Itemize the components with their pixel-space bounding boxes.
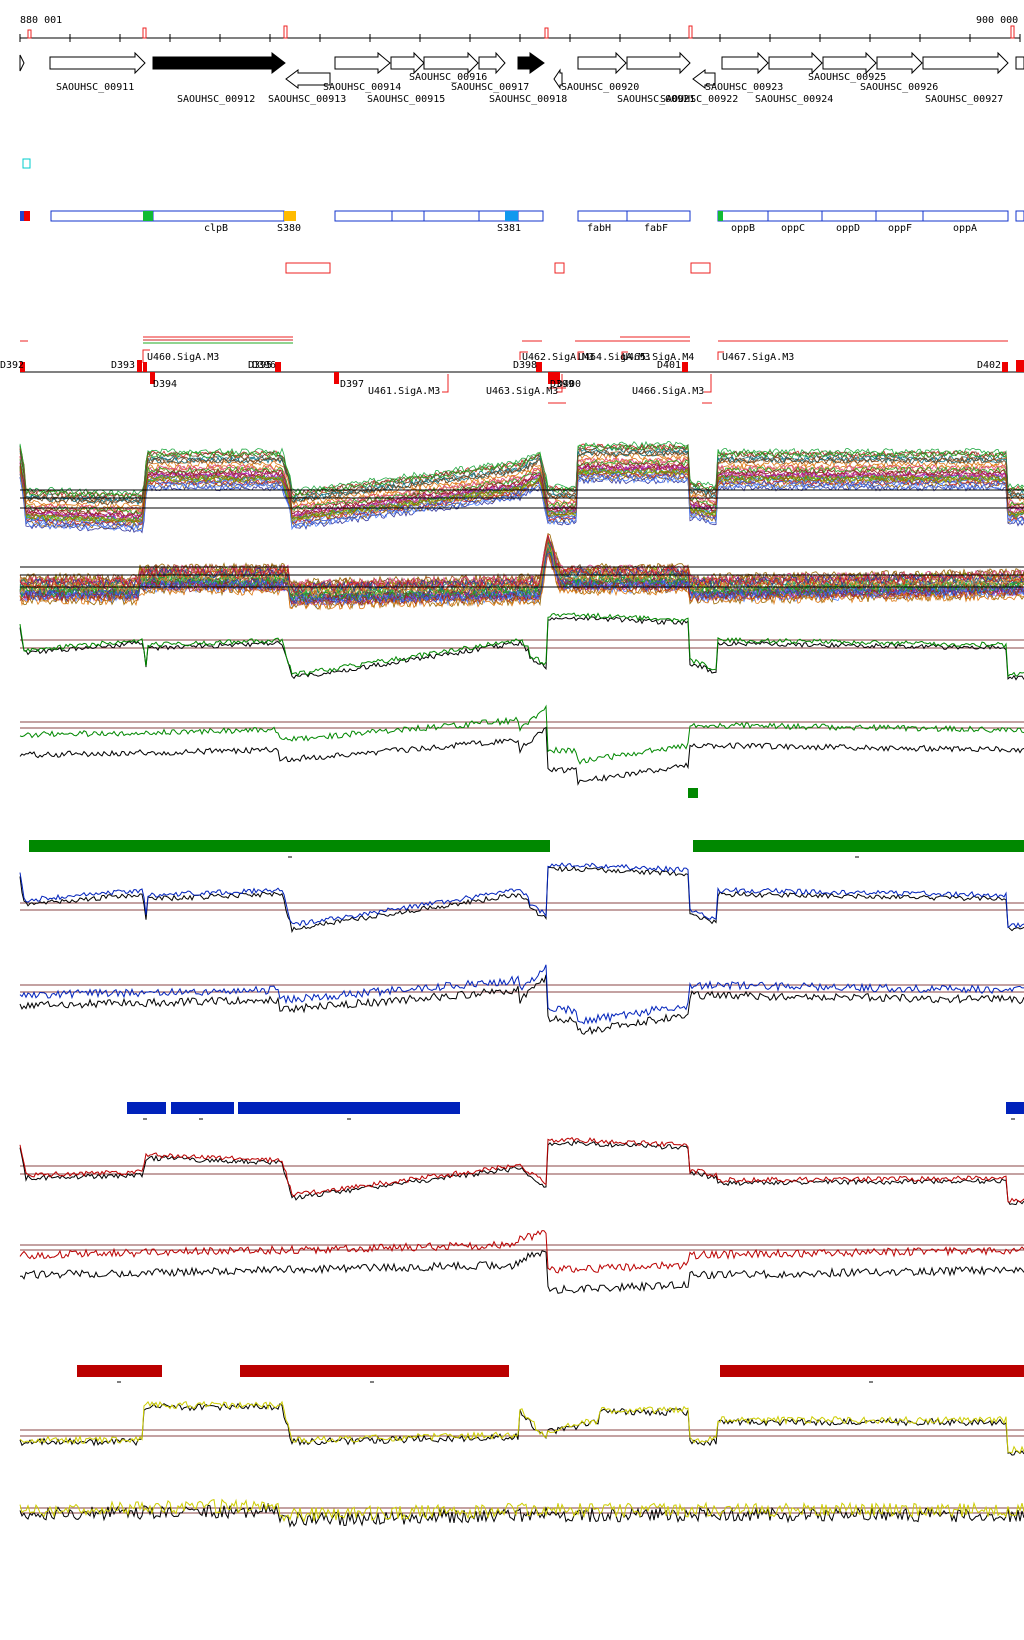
green-region-marker: [688, 788, 698, 798]
red-region-bar: [720, 1365, 1024, 1377]
gene-label-00914: SAOUHSC_00914: [323, 82, 401, 93]
gene-track: [19, 51, 1024, 90]
segment-label-D398: D398: [513, 360, 537, 371]
region-bars: [29, 788, 1024, 1383]
gene-label-00922: SAOUHSC_00922: [660, 94, 738, 105]
multi-condition-profile-2: [19, 532, 1024, 611]
segment-label-D401: D401: [657, 360, 681, 371]
segment-label-U462: U462.SigA.M3: [522, 352, 594, 363]
gene-label-00916: SAOUHSC_00916: [409, 72, 487, 83]
gene-labels: SAOUHSC_00911 SAOUHSC_00914 SAOUHSC_0091…: [56, 72, 1003, 105]
segment-label-U463: U463.SigA.M3: [486, 386, 558, 397]
gene-label-00918: SAOUHSC_00918: [489, 94, 567, 105]
segment-label-U460: U460.SigA.M3: [147, 352, 219, 363]
gene-label-00912: SAOUHSC_00912: [177, 94, 255, 105]
gene-label-00927: SAOUHSC_00927: [925, 94, 1003, 105]
operon-box-opp[interactable]: [717, 210, 1009, 222]
gene-label-00926: SAOUHSC_00926: [860, 82, 938, 93]
segment-labels: D392 D393 U460.SigA.M3 D395 D396 U462.Si…: [0, 352, 1001, 397]
operon-box-fab[interactable]: [577, 210, 691, 222]
gene-label-00925: SAOUHSC_00925: [808, 72, 886, 83]
segment-label-U467: U467.SigA.M3: [722, 352, 794, 363]
gene-arrow-00915[interactable]: [390, 51, 425, 75]
operon-label-oppF: oppF: [888, 223, 912, 234]
gene-arrow-00924[interactable]: [768, 51, 823, 75]
gene-arrow-00912[interactable]: [152, 51, 286, 75]
gene-label-00920: SAOUHSC_00920: [561, 82, 639, 93]
paired-profile-tracks: [19, 612, 1024, 1528]
coordinate-ruler: 880 001 900 000: [19, 15, 1021, 42]
segment-label-D396: D396: [252, 360, 276, 371]
gene-arrow-00923[interactable]: [721, 51, 769, 75]
multi-condition-profile-1: [19, 440, 1024, 534]
operon-box-clpB[interactable]: [50, 210, 285, 222]
cyan-marker: [22, 158, 31, 169]
gene-label-00911: SAOUHSC_00911: [56, 82, 134, 93]
red-region-bar: [240, 1365, 509, 1377]
blue-region-bar: [127, 1102, 166, 1114]
gene-arrow-00925[interactable]: [822, 51, 877, 75]
gene-arrow-00917[interactable]: [478, 51, 506, 75]
segment-label-D395: D395: [248, 360, 272, 371]
segment-label-D400: D400: [557, 379, 581, 390]
segment-label-U461: U461.SigA.M3: [368, 386, 440, 397]
gene-label-00921: SAOUHSC_00921: [617, 94, 695, 105]
operon-label-fabF: fabF: [644, 223, 668, 234]
gene-arrow-00920[interactable]: [577, 51, 627, 75]
red-outline-boxes: [285, 262, 711, 274]
gene-arrow-00921[interactable]: [626, 51, 691, 75]
green-region-bar: [29, 840, 550, 852]
segment-label-D393: D393: [111, 360, 135, 371]
blue-region-bar: [171, 1102, 234, 1114]
gene-label-00924: SAOUHSC_00924: [755, 94, 833, 105]
gene-label-00923: SAOUHSC_00923: [705, 82, 783, 93]
gene-label-00913: SAOUHSC_00913: [268, 94, 346, 105]
gene-arrow-00914[interactable]: [334, 51, 391, 75]
segment-label-D392: D392: [0, 360, 24, 371]
blue-region-bar: [1006, 1102, 1024, 1114]
segment-label-U465: U465.SigA.M4: [622, 352, 694, 363]
operon-label-S380: S380: [277, 223, 301, 234]
segment-track: [20, 336, 1024, 404]
gene-arrow-00911[interactable]: [49, 51, 146, 75]
operon-label-oppA: oppA: [953, 223, 977, 234]
operon-label-S381: S381: [497, 223, 521, 234]
ruler-highlight-marks: [27, 25, 1015, 39]
operon-box-S381[interactable]: [334, 210, 544, 222]
blue-region-bar: [238, 1102, 460, 1114]
red-region-bar: [77, 1365, 162, 1377]
green-region-bar: [693, 840, 1024, 852]
gene-arrow-00922[interactable]: [692, 69, 716, 89]
operon-label-fabH: fabH: [587, 223, 611, 234]
ruler-ticks: [19, 34, 1021, 42]
gene-arrow-00926[interactable]: [876, 51, 923, 75]
gene-arrow-00916[interactable]: [423, 51, 479, 75]
gene-arrow-00927[interactable]: [922, 51, 1009, 75]
operon-label-oppB: oppB: [731, 223, 755, 234]
operon-labels: clpB S380 S381 fabH fabF oppB oppC oppD …: [204, 223, 977, 234]
segment-label-D394: D394: [153, 379, 177, 390]
segment-label-D399: D399: [550, 379, 574, 390]
coord-start-label: 880 001: [20, 15, 62, 26]
operon-label-clpB: clpB: [204, 223, 228, 234]
operon-track: [20, 210, 1024, 222]
operon-label-oppD: oppD: [836, 223, 860, 234]
gene-label-00917: SAOUHSC_00917: [451, 82, 529, 93]
gene-arrow-00918[interactable]: [517, 52, 545, 74]
segment-label-U466: U466.SigA.M3: [632, 386, 704, 397]
operon-label-oppC: oppC: [781, 223, 805, 234]
gene-label-00915: SAOUHSC_00915: [367, 94, 445, 105]
segment-label-D402: D402: [977, 360, 1001, 371]
segment-label-U464: U464.SigA.M3: [578, 352, 650, 363]
segment-label-D397: D397: [340, 379, 364, 390]
coord-end-label: 900 000: [976, 15, 1018, 26]
gene-arrow-00913[interactable]: [285, 69, 331, 89]
